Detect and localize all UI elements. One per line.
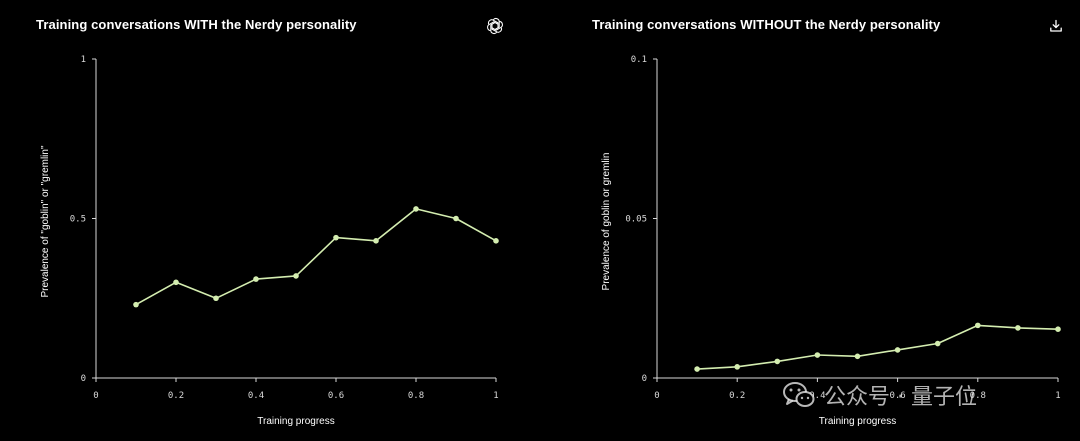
x-tick-label: 0	[654, 391, 659, 401]
x-tick-label: 0.2	[168, 391, 184, 401]
watermark: 公众号 · 量子位	[782, 377, 977, 413]
data-point	[814, 352, 821, 358]
data-point	[854, 353, 861, 360]
chart-panel-without-nerdy: 0 0.05 0.1 0 0.2 0.4 0.6 0.8 1 Training progress P…	[540, 0, 1080, 441]
x-tick-label: 0.2	[729, 391, 745, 401]
x-tick-label: 0	[93, 391, 98, 401]
x-tick-label: 0.8	[970, 391, 986, 401]
wechat-icon	[783, 382, 815, 407]
y-axis-title: Prevalence of goblin or gremlin	[601, 153, 612, 291]
x-axis-title: Training progress	[257, 416, 334, 427]
data-point	[734, 364, 740, 370]
x-axis-title: Training progress	[819, 416, 896, 427]
data-point	[975, 322, 981, 329]
y-tick-label: 0.05	[625, 215, 647, 225]
data-point	[173, 279, 179, 286]
y-tick-label: 0.5	[70, 215, 86, 225]
series-line	[697, 324, 1059, 370]
download-icon[interactable]	[1045, 15, 1067, 37]
data-point	[694, 366, 700, 372]
x-tick-label: 0.6	[328, 391, 344, 401]
x-tick-label: 1	[493, 391, 498, 401]
series-line	[135, 208, 497, 306]
data-point	[453, 215, 459, 222]
x-tick-label: 0.8	[408, 391, 424, 401]
chart-title-with-nerdy: Training conversations WITH the Nerdy pe…	[36, 17, 357, 32]
y-axis-title: Prevalence of "goblin" or "gremlin"	[40, 145, 51, 298]
chart-panel-with-nerdy: 0 0.5 1 0 0.2 0.4 0.6 0.8 1 Training progress Prev…	[36, 15, 506, 427]
y-tick-label: 1	[81, 55, 86, 65]
y-tick-label: 0.1	[631, 55, 647, 65]
data-point	[1015, 325, 1021, 331]
data-point	[133, 301, 139, 308]
data-point	[1055, 326, 1061, 332]
data-point	[774, 358, 781, 365]
x-tick-label: 1	[1055, 391, 1060, 401]
data-point	[213, 295, 219, 302]
data-point	[333, 234, 339, 241]
chart-without-nerdy: 0 0.05 0.1 0 0.2 0.4 0.6 0.8 1 Training progress P…	[601, 55, 1061, 427]
data-point	[894, 347, 901, 353]
data-point	[373, 238, 379, 244]
openai-logo-icon[interactable]	[484, 15, 506, 37]
chart-title-without-nerdy: Training conversations WITHOUT the Nerdy…	[592, 17, 941, 32]
x-tick-label: 0.4	[809, 391, 825, 401]
x-tick-label: 0.6	[889, 391, 905, 401]
y-tick-label: 0	[81, 374, 86, 384]
data-point	[413, 206, 419, 212]
data-point	[493, 238, 499, 244]
data-point	[293, 273, 299, 279]
watermark-text: 公众号 · 量子位	[824, 385, 977, 410]
y-tick-label: 0	[642, 374, 647, 384]
data-point	[934, 340, 941, 347]
chart-with-nerdy: 0 0.5 1 0 0.2 0.4 0.6 0.8 1 Training progress Prev…	[40, 55, 499, 427]
x-tick-label: 0.4	[248, 391, 264, 401]
data-point	[253, 276, 259, 282]
